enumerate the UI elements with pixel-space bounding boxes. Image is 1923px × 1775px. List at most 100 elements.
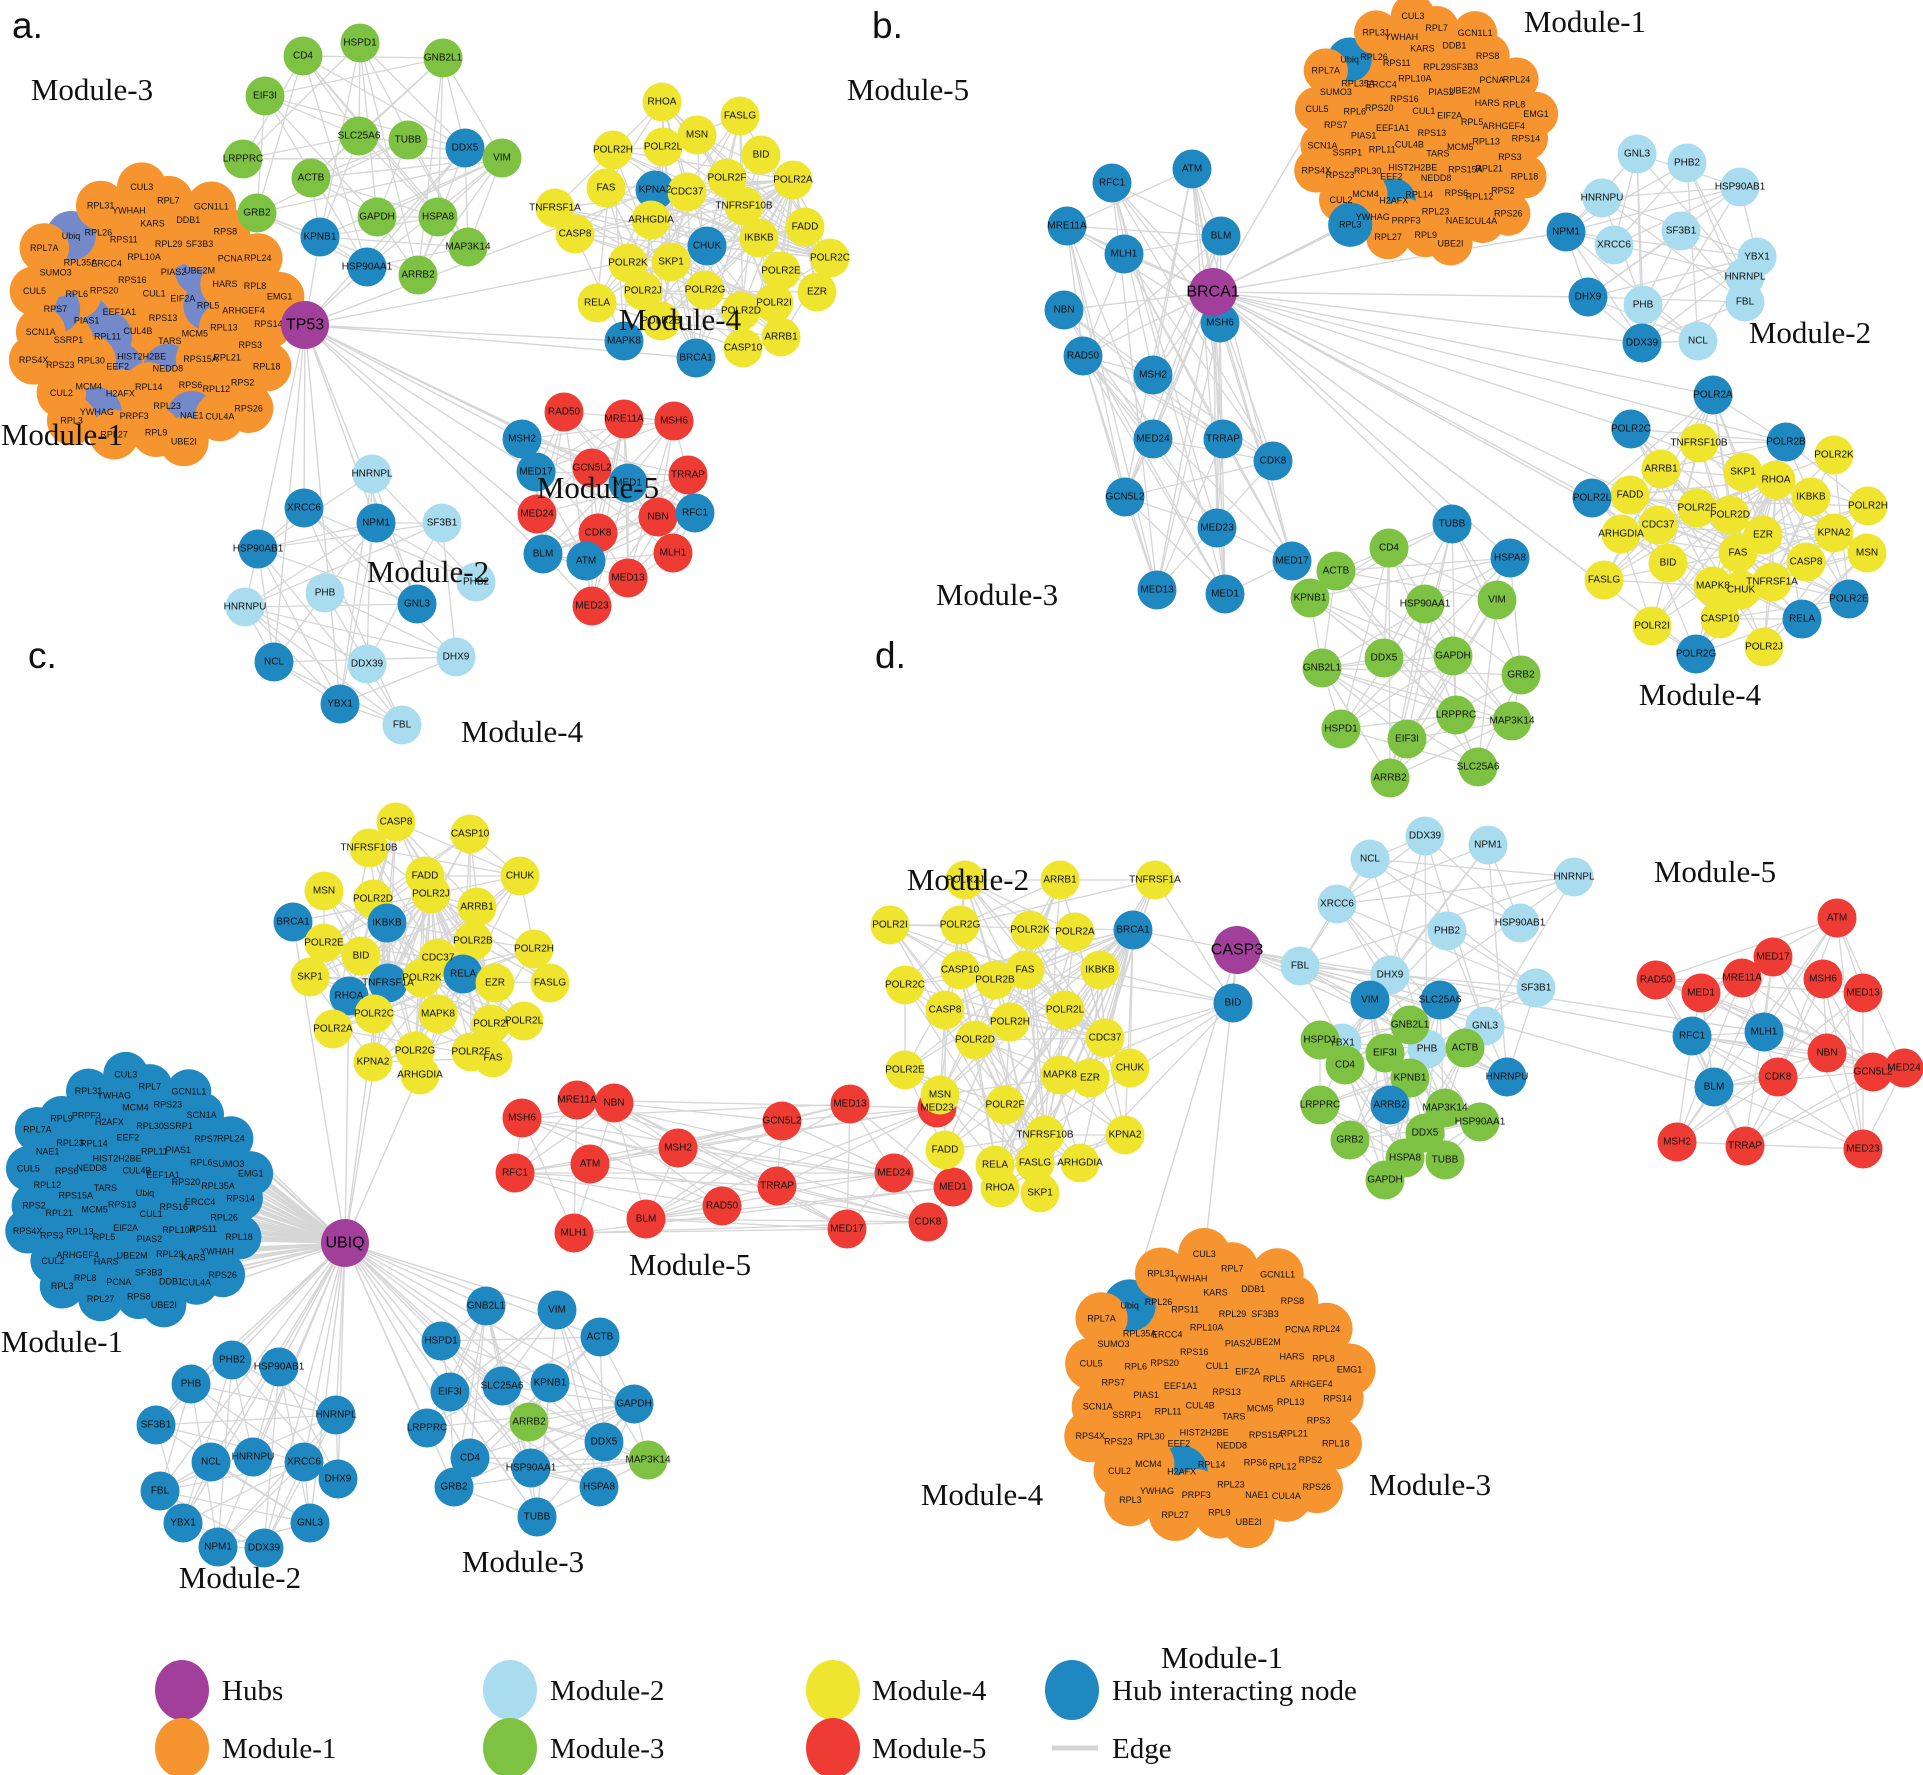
- node-MED13[interactable]: [830, 1084, 870, 1124]
- node-YBX1[interactable]: [163, 1503, 203, 1543]
- node-RPL3[interactable]: [46, 395, 97, 446]
- node-NCL[interactable]: [254, 642, 294, 682]
- node-SF3B1[interactable]: [1516, 968, 1556, 1008]
- node-NPM1[interactable]: [356, 503, 396, 543]
- node-EIF3I[interactable]: [1365, 1033, 1405, 1073]
- node-DHX9[interactable]: [318, 1459, 358, 1499]
- node-RPS26[interactable]: [1486, 191, 1531, 236]
- node-CUL3[interactable]: [1178, 1228, 1231, 1281]
- node-PHB2[interactable]: [1427, 911, 1467, 951]
- node-ARRB1[interactable]: [1641, 449, 1681, 489]
- node-ACTB[interactable]: [580, 1317, 620, 1357]
- node-GCN5L2[interactable]: [572, 448, 612, 488]
- node-RELA[interactable]: [443, 954, 483, 994]
- hub-UBIQ[interactable]: [321, 1219, 369, 1267]
- node-RAD50[interactable]: [702, 1186, 742, 1226]
- node-TNFRSF10B[interactable]: [349, 828, 389, 868]
- node-CASP8[interactable]: [925, 990, 965, 1030]
- node-PHB[interactable]: [171, 1364, 211, 1404]
- node-XRCC6[interactable]: [284, 1442, 324, 1482]
- node-TNFRSF1A[interactable]: [1135, 860, 1175, 900]
- node-DDX39[interactable]: [347, 644, 387, 684]
- node-PHB[interactable]: [305, 573, 345, 613]
- node-EZR[interactable]: [475, 963, 515, 1003]
- node-RPL31[interactable]: [1134, 1247, 1188, 1300]
- node-XRCC6[interactable]: [284, 488, 324, 528]
- node-TRRAP[interactable]: [668, 455, 708, 495]
- node-RELA[interactable]: [577, 283, 617, 323]
- node-NCL[interactable]: [1350, 839, 1390, 879]
- node-HSPA8[interactable]: [579, 1467, 619, 1507]
- node-POLR2J[interactable]: [411, 874, 451, 914]
- node-BID[interactable]: [741, 135, 781, 175]
- node-POLR2I[interactable]: [471, 1004, 511, 1044]
- node-CASP8[interactable]: [1786, 542, 1826, 582]
- node-POLR2J[interactable]: [945, 860, 985, 900]
- node-UBE2I[interactable]: [1222, 1495, 1275, 1549]
- node-TRRAP[interactable]: [1203, 419, 1243, 459]
- node-POLR2H[interactable]: [990, 1002, 1030, 1042]
- node-POLR2D[interactable]: [955, 1020, 995, 1060]
- node-HSP90AA1[interactable]: [347, 247, 387, 287]
- node-KPNB1[interactable]: [1290, 578, 1330, 618]
- node-MRE11A[interactable]: [557, 1080, 597, 1120]
- node-PHB[interactable]: [1623, 285, 1663, 325]
- node-MAPK8[interactable]: [604, 321, 644, 361]
- node-CHUK[interactable]: [1110, 1048, 1150, 1088]
- node-RPL27[interactable]: [1149, 1488, 1202, 1541]
- node-MED23[interactable]: [572, 586, 612, 626]
- node-ARRB1[interactable]: [1040, 860, 1080, 900]
- node-HSP90AB1[interactable]: [1500, 903, 1540, 943]
- node-RPL7A[interactable]: [19, 223, 70, 273]
- node-FAS[interactable]: [1718, 533, 1758, 573]
- node-CHUK[interactable]: [1721, 570, 1761, 610]
- node-ACTB[interactable]: [291, 158, 331, 198]
- node-RPS4X[interactable]: [8, 335, 59, 385]
- node-POLR2L[interactable]: [643, 127, 683, 167]
- node-RPL24[interactable]: [1300, 1302, 1353, 1355]
- node-RPL31[interactable]: [75, 180, 126, 231]
- node-MED13[interactable]: [1843, 973, 1883, 1013]
- node-BLM[interactable]: [523, 534, 563, 574]
- node-GNB2L1[interactable]: [466, 1286, 506, 1326]
- node-XRCC6[interactable]: [1594, 225, 1634, 265]
- node-GRB2[interactable]: [237, 193, 277, 233]
- node-ARHGDIA[interactable]: [400, 1055, 440, 1095]
- node-PHB2[interactable]: [212, 1340, 252, 1380]
- node-RAD50[interactable]: [1063, 336, 1103, 376]
- node-BRCA1[interactable]: [273, 902, 313, 942]
- node-POLR2B[interactable]: [641, 301, 681, 341]
- node-MSH6[interactable]: [1803, 959, 1843, 999]
- node-SKP1[interactable]: [651, 242, 691, 282]
- node-RFC1[interactable]: [675, 493, 715, 533]
- node-POLR2E[interactable]: [304, 923, 344, 963]
- node-HSPD1[interactable]: [340, 23, 380, 63]
- node-CDC37[interactable]: [1638, 505, 1678, 545]
- node-RPS4X[interactable]: [1294, 148, 1339, 193]
- node-XRCC6[interactable]: [1317, 884, 1357, 924]
- node-RAD50[interactable]: [544, 392, 584, 432]
- node-MED17[interactable]: [516, 452, 556, 492]
- node-ARHGDIA[interactable]: [1601, 514, 1641, 554]
- node-EZR[interactable]: [797, 272, 837, 312]
- node-KPNA2[interactable]: [353, 1042, 393, 1082]
- node-MED1[interactable]: [1205, 574, 1245, 614]
- node-MSN[interactable]: [304, 871, 344, 911]
- node-MED1[interactable]: [1681, 973, 1721, 1013]
- node-BID[interactable]: [341, 936, 381, 976]
- node-RFC1[interactable]: [1672, 1016, 1712, 1056]
- node-VIM[interactable]: [1477, 580, 1517, 620]
- node-CUL5[interactable]: [1065, 1337, 1118, 1390]
- node-MED13[interactable]: [1137, 570, 1177, 610]
- node-NBN[interactable]: [594, 1083, 634, 1123]
- node-HNRNPU[interactable]: [1582, 178, 1622, 218]
- node-DDX39[interactable]: [1405, 816, 1445, 856]
- node-NPM1[interactable]: [1468, 825, 1508, 865]
- node-ARRB2[interactable]: [1370, 758, 1410, 798]
- node-ATM[interactable]: [1817, 898, 1857, 938]
- node-VIM[interactable]: [1350, 980, 1390, 1020]
- node-HNRNPU[interactable]: [1487, 1057, 1527, 1097]
- node-POLR2G[interactable]: [940, 905, 980, 945]
- node-CD4[interactable]: [1325, 1045, 1365, 1085]
- node-SF3B1[interactable]: [422, 503, 462, 543]
